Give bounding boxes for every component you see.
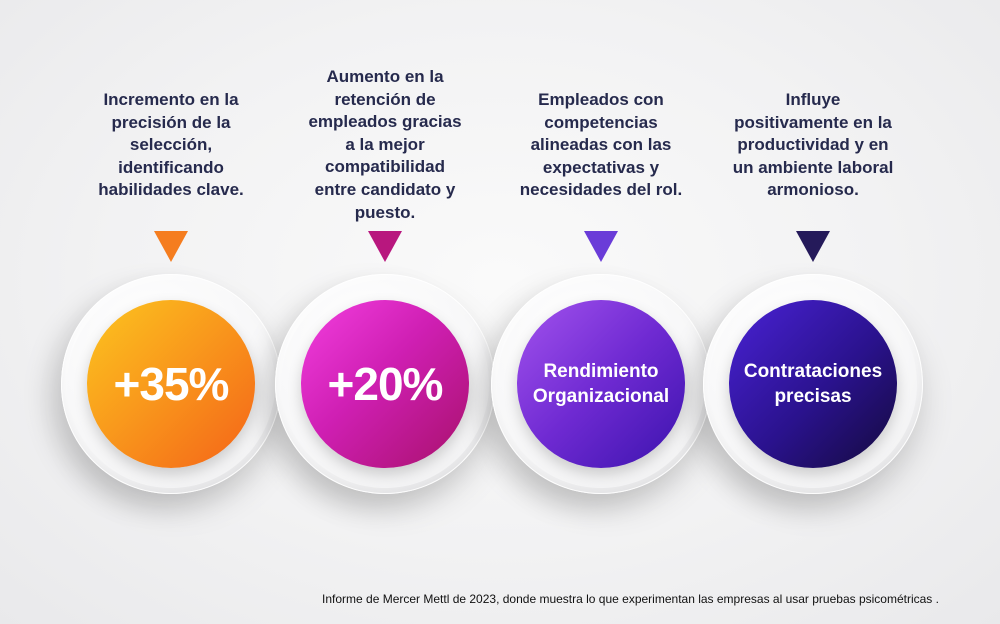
circle-label-3: Rendimiento Organizacional: [532, 361, 670, 407]
benefit-item-1: Incremento en la precisión de la selecci…: [61, 0, 281, 520]
benefit-item-2: Aumento en la retención de empleados gra…: [275, 0, 495, 520]
circle-disc-1: +35%: [87, 300, 255, 468]
circle-ring-1: +35%: [61, 274, 281, 494]
circle-disc-4: Contrataciones precisas: [729, 300, 897, 468]
circle-ring-2: +20%: [275, 274, 495, 494]
down-arrow-icon-4: [796, 231, 830, 262]
benefit-description-2: Aumento en la retención de empleados gra…: [308, 67, 462, 222]
circle-ring-3: Rendimiento Organizacional: [491, 274, 711, 494]
benefit-item-4: Influye positivamente en la productivida…: [703, 0, 923, 520]
circle-label-4: Contrataciones precisas: [743, 361, 883, 407]
benefit-description-1: Incremento en la precisión de la selecci…: [98, 90, 244, 200]
benefit-description-4: Influye positivamente en la productivida…: [732, 90, 894, 200]
benefit-description-3: Empleados con competencias alineadas con…: [519, 90, 683, 200]
stat-value-1: +35%: [113, 358, 230, 410]
down-arrow-icon-2: [368, 231, 402, 262]
benefit-item-3: Empleados con competencias alineadas con…: [491, 0, 711, 520]
circle-disc-3: Rendimiento Organizacional: [517, 300, 685, 468]
down-arrow-icon-3: [584, 231, 618, 262]
source-note: Informe de Mercer Mettl de 2023, donde m…: [322, 592, 939, 606]
stat-value-2: +20%: [327, 358, 444, 410]
down-arrow-icon-1: [154, 231, 188, 262]
circle-ring-4: Contrataciones precisas: [703, 274, 923, 494]
circle-disc-2: +20%: [301, 300, 469, 468]
